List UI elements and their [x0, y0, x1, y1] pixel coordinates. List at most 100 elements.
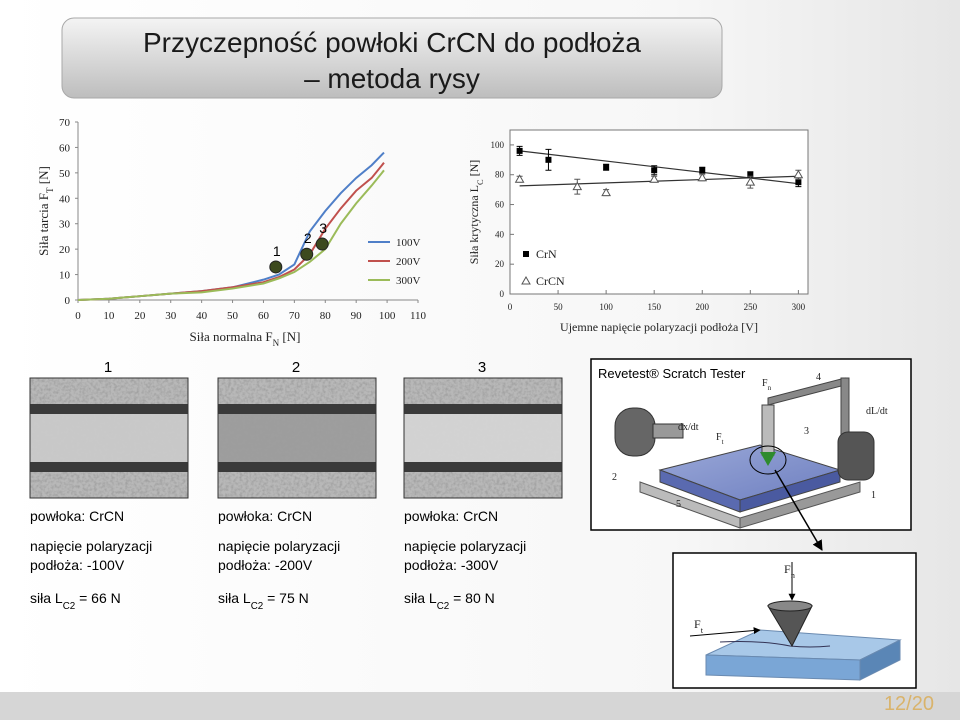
scratch-edge	[404, 404, 562, 414]
legend-label: CrCN	[536, 274, 565, 288]
x-axis-label: Siła normalna FN [N]	[190, 329, 301, 348]
trend-line	[519, 175, 799, 187]
tester-part-label: 4	[816, 372, 821, 383]
point	[649, 174, 660, 183]
x-tick-label: 70	[289, 310, 301, 322]
point	[699, 167, 706, 174]
y-tick-label: 40	[495, 229, 505, 239]
tester-label-part: F	[716, 432, 722, 443]
point	[572, 181, 583, 191]
y-axis-label-part: Siła tarcia F	[36, 193, 51, 256]
annotation-label: 1	[273, 243, 281, 259]
x-tick-label: 90	[351, 310, 363, 322]
y-tick-label: 20	[59, 244, 71, 256]
sensor	[837, 431, 875, 481]
point	[545, 156, 552, 163]
micrograph-frame	[29, 377, 189, 499]
stylus-top	[767, 600, 813, 612]
caption: siła LC2 = 66 N	[30, 590, 121, 612]
x-tick-label: 20	[134, 310, 146, 322]
caption-part: = 80 N	[449, 590, 495, 606]
table-front	[739, 481, 861, 529]
y-tick-label: 30	[59, 219, 71, 231]
y-tick-label: 60	[495, 200, 505, 210]
tester-label: dx/dt	[678, 422, 699, 433]
caption-part: siła L	[218, 590, 251, 606]
x-tick-label: 40	[196, 310, 208, 322]
y-tick-label: 10	[59, 270, 71, 282]
x-tick-label: 0	[508, 302, 513, 312]
scratch-edge	[218, 462, 376, 472]
caption: podłoża: -100V	[30, 557, 125, 573]
micrographs	[29, 377, 563, 499]
x-tick-label: 60	[258, 310, 270, 322]
y-axis-label-part: T	[45, 187, 55, 193]
x-tick-label: 100	[599, 302, 613, 312]
legend-label: 300V	[396, 275, 421, 287]
legend-swatch	[523, 251, 529, 257]
tester-part-label: 1	[871, 490, 876, 501]
x-tick-label: 200	[696, 302, 710, 312]
caption: siła LC2 = 75 N	[218, 590, 309, 612]
caption-part: = 66 N	[75, 590, 121, 606]
inset-sample-side	[859, 639, 901, 681]
x-tick-label: 80	[320, 310, 332, 322]
x-axis-label-part: N	[273, 338, 280, 348]
x-tick-label: 250	[744, 302, 758, 312]
caption-part: C2	[437, 601, 450, 612]
point	[747, 171, 754, 178]
inset-label-part: F	[694, 617, 701, 631]
y-tick-label: 0	[500, 289, 505, 299]
y-tick-label: 0	[65, 295, 71, 307]
stylus-holder	[761, 404, 775, 456]
inset-label-part: F	[784, 562, 791, 576]
x-tick-label: 10	[103, 310, 115, 322]
annotation-marker	[269, 260, 283, 274]
point	[603, 164, 610, 171]
x-tick-label: 110	[410, 310, 427, 322]
caption: napięcie polaryzacji	[218, 538, 340, 554]
micrograph-label: 3	[478, 359, 486, 376]
caption-part: siła L	[30, 590, 63, 606]
caption: podłoża: -200V	[218, 557, 313, 573]
x-tick-label: 50	[227, 310, 239, 322]
caption-part: siła L	[404, 590, 437, 606]
x-tick-label: 300	[792, 302, 806, 312]
inset-label-part: n	[791, 571, 796, 580]
tester-label: dL/dt	[866, 406, 888, 417]
x-tick-label: 50	[554, 302, 564, 312]
post	[840, 377, 850, 437]
title: – metoda rysy	[304, 63, 480, 94]
legend-label: CrN	[536, 247, 557, 261]
x-tick-label: 100	[379, 310, 396, 322]
x-tick-label: 30	[165, 310, 177, 322]
inset-label: Ft	[694, 617, 704, 635]
zoom-arrow	[774, 469, 823, 551]
tester-label-part: t	[722, 438, 724, 446]
x-tick-label: 0	[75, 310, 81, 322]
tester-label: Fn	[762, 378, 772, 392]
caption-part: = 75 N	[263, 590, 309, 606]
y-axis-label-part: C	[476, 179, 485, 185]
inset-label: Fn	[784, 562, 796, 580]
stylus	[760, 452, 776, 466]
y-axis-label-part: [N]	[36, 166, 51, 187]
motor-rod	[652, 423, 684, 439]
scratch-groove	[218, 414, 376, 462]
caption: napięcie polaryzacji	[30, 538, 152, 554]
sample-front	[739, 469, 841, 513]
inset-drawing	[689, 562, 902, 681]
y-axis-label: Siła tarcia FT [N]	[36, 166, 55, 256]
plot-frame	[509, 129, 809, 295]
y-tick-label: 100	[491, 140, 505, 150]
annotation-marker	[315, 237, 329, 251]
caption: podłoża: -300V	[404, 557, 499, 573]
series-line	[77, 169, 385, 301]
scratch-groove	[404, 414, 562, 462]
annotation-label: 3	[319, 220, 327, 236]
page-number: 12/20	[884, 693, 934, 715]
annotation-marker	[300, 247, 314, 261]
scratch-edge	[404, 462, 562, 472]
